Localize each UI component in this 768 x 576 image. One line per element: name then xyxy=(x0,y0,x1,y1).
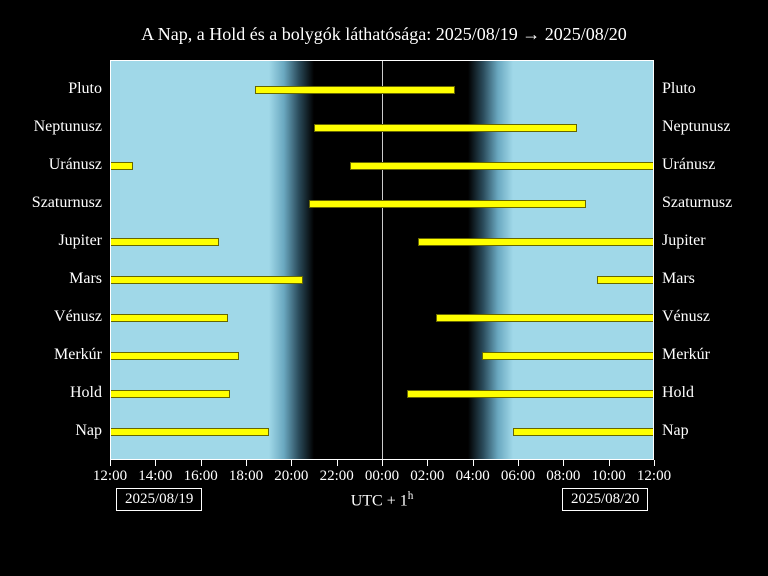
x-tickmark xyxy=(201,460,202,466)
plot-area xyxy=(110,60,654,460)
y-label-right: Vénusz xyxy=(662,308,710,326)
y-label-left: Merkúr xyxy=(54,346,102,364)
x-tick-label: 06:00 xyxy=(501,468,535,485)
chart-page: A Nap, a Hold és a bolygók láthatósága: … xyxy=(0,0,768,576)
visibility-bar xyxy=(418,238,654,246)
y-label-right: Neptunusz xyxy=(662,118,730,136)
y-label-right: Pluto xyxy=(662,80,696,98)
y-label-right: Mars xyxy=(662,270,695,288)
y-label-right: Szaturnusz xyxy=(662,194,732,212)
y-label-right: Uránusz xyxy=(662,156,715,174)
x-tick-label: 10:00 xyxy=(592,468,626,485)
x-tick-label: 12:00 xyxy=(93,468,127,485)
y-label-right: Jupiter xyxy=(662,232,706,250)
x-tick-label: 04:00 xyxy=(456,468,490,485)
x-tickmark xyxy=(246,460,247,466)
x-tickmark xyxy=(427,460,428,466)
visibility-bar xyxy=(482,352,654,360)
visibility-bar xyxy=(110,428,269,436)
y-label-left: Mars xyxy=(69,270,102,288)
y-label-right: Hold xyxy=(662,384,694,402)
visibility-bar xyxy=(350,162,654,170)
visibility-bar xyxy=(309,200,586,208)
x-tick-label: 12:00 xyxy=(637,468,671,485)
y-label-left: Pluto xyxy=(68,80,102,98)
x-tickmark xyxy=(563,460,564,466)
y-label-left: Szaturnusz xyxy=(32,194,102,212)
chart-title: A Nap, a Hold és a bolygók láthatósága: … xyxy=(0,24,768,45)
x-tickmark xyxy=(518,460,519,466)
visibility-bar xyxy=(407,390,654,398)
x-tickmark xyxy=(155,460,156,466)
x-tick-label: 14:00 xyxy=(138,468,172,485)
visibility-bar xyxy=(110,162,133,170)
y-label-left: Nap xyxy=(75,422,102,440)
x-tick-label: 22:00 xyxy=(320,468,354,485)
y-label-left: Vénusz xyxy=(54,308,102,326)
visibility-bar xyxy=(436,314,654,322)
x-tickmark xyxy=(654,460,655,466)
visibility-bar xyxy=(110,238,219,246)
x-tickmark xyxy=(382,460,383,466)
visibility-bar xyxy=(110,314,228,322)
visibility-bar xyxy=(110,390,230,398)
x-tickmark xyxy=(473,460,474,466)
visibility-bar xyxy=(110,352,239,360)
y-label-right: Nap xyxy=(662,422,689,440)
visibility-bar xyxy=(110,276,303,284)
x-tick-label: 00:00 xyxy=(365,468,399,485)
date-right: 2025/08/20 xyxy=(562,488,648,511)
visibility-bar xyxy=(513,428,654,436)
y-label-left: Hold xyxy=(70,384,102,402)
y-label-left: Jupiter xyxy=(58,232,102,250)
date-left: 2025/08/19 xyxy=(116,488,202,511)
x-tick-label: 02:00 xyxy=(410,468,444,485)
x-tickmark xyxy=(110,460,111,466)
x-tick-label: 20:00 xyxy=(274,468,308,485)
x-tick-label: 16:00 xyxy=(184,468,218,485)
x-tickmark xyxy=(609,460,610,466)
visibility-bar xyxy=(255,86,454,94)
x-tick-label: 08:00 xyxy=(546,468,580,485)
x-tickmark xyxy=(337,460,338,466)
x-tick-label: 18:00 xyxy=(229,468,263,485)
y-label-left: Neptunusz xyxy=(34,118,102,136)
y-label-right: Merkúr xyxy=(662,346,710,364)
x-tickmark xyxy=(291,460,292,466)
y-label-left: Uránusz xyxy=(49,156,102,174)
x-axis-label: UTC + 1h xyxy=(351,490,414,510)
visibility-bar xyxy=(597,276,654,284)
visibility-bar xyxy=(314,124,577,132)
